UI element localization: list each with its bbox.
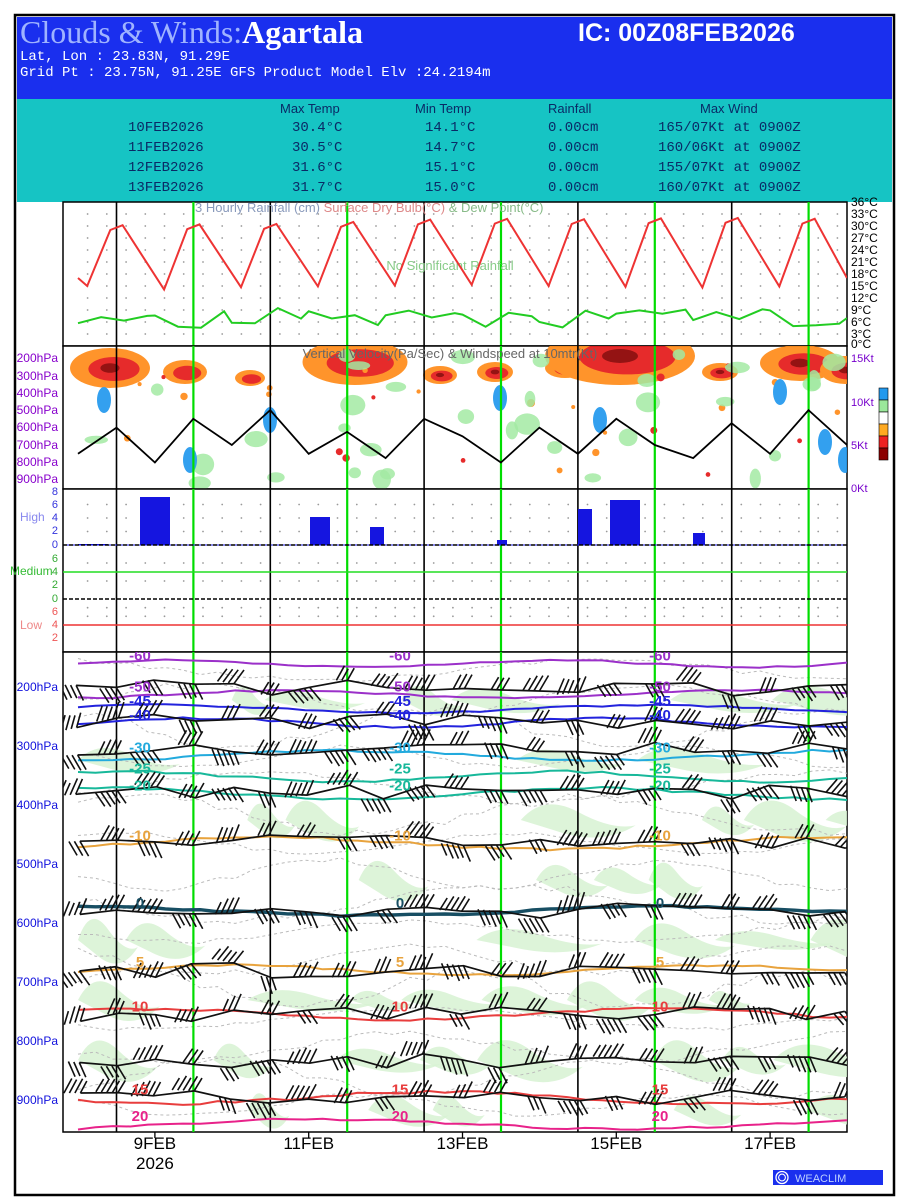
svg-text:30.4°C: 30.4°C (292, 120, 342, 136)
svg-text:Min Temp: Min Temp (415, 101, 471, 116)
svg-text:900hPa: 900hPa (17, 472, 59, 486)
svg-text:8: 8 (52, 486, 58, 498)
svg-text:0.00cm: 0.00cm (548, 140, 598, 156)
svg-text:500hPa: 500hPa (17, 857, 59, 871)
svg-text:2: 2 (52, 525, 58, 537)
svg-text:0: 0 (656, 895, 664, 912)
svg-text:WEACLIM: WEACLIM (795, 1173, 846, 1185)
svg-text:Grid Pt : 23.75N, 91.25E: Grid Pt : 23.75N, 91.25E GFS Product Mod… (20, 65, 490, 81)
svg-text:14.7°C: 14.7°C (425, 140, 475, 156)
svg-text:No Significant Rainfall: No Significant Rainfall (386, 258, 513, 273)
svg-text:Medium: Medium (10, 564, 53, 578)
svg-text:155/07Kt at 0900Z: 155/07Kt at 0900Z (658, 160, 801, 176)
svg-text:Max Wind: Max Wind (700, 101, 758, 116)
svg-text:500hPa: 500hPa (17, 403, 59, 417)
svg-text:31.6°C: 31.6°C (292, 160, 342, 176)
svg-text:-25: -25 (129, 761, 151, 778)
svg-text:200hPa: 200hPa (17, 351, 59, 365)
svg-text:15Kt: 15Kt (851, 353, 874, 365)
svg-text:2: 2 (52, 632, 58, 644)
svg-text:10FEB2026: 10FEB2026 (128, 120, 204, 136)
svg-text:2026: 2026 (136, 1154, 174, 1173)
svg-text:20: 20 (652, 1108, 669, 1125)
svg-text:300hPa: 300hPa (17, 739, 59, 753)
svg-text:4: 4 (52, 619, 58, 631)
svg-text:20: 20 (392, 1108, 409, 1125)
svg-text:3 Hourly Rainfall (cm) Surface: 3 Hourly Rainfall (cm) Surface Dry Bulb(… (195, 200, 544, 215)
svg-text:0.00cm: 0.00cm (548, 120, 598, 136)
svg-text:15.1°C: 15.1°C (425, 160, 475, 176)
svg-text:10: 10 (132, 998, 149, 1015)
svg-text:600hPa: 600hPa (17, 420, 59, 434)
svg-text:31.7°C: 31.7°C (292, 180, 342, 196)
svg-text:0: 0 (52, 593, 58, 605)
svg-text:-20: -20 (389, 778, 411, 795)
svg-text:IC: 00Z08FEB2026: IC: 00Z08FEB2026 (578, 19, 795, 47)
svg-text:15: 15 (392, 1082, 409, 1099)
svg-text:13FEB2026: 13FEB2026 (128, 180, 204, 196)
svg-text:5Kt: 5Kt (851, 440, 868, 452)
svg-text:160/07Kt at 0900Z: 160/07Kt at 0900Z (658, 180, 801, 196)
svg-text:20: 20 (132, 1108, 149, 1125)
svg-text:800hPa: 800hPa (17, 455, 59, 469)
svg-text:14.1°C: 14.1°C (425, 120, 475, 136)
svg-text:Rainfall: Rainfall (548, 101, 591, 116)
svg-text:6: 6 (52, 499, 58, 511)
svg-text:High: High (20, 510, 45, 524)
svg-text:5: 5 (396, 954, 404, 971)
svg-text:700hPa: 700hPa (17, 975, 59, 989)
svg-text:900hPa: 900hPa (17, 1093, 59, 1107)
svg-text:0.00cm: 0.00cm (548, 180, 598, 196)
svg-text:4: 4 (52, 512, 58, 524)
svg-text:-30: -30 (129, 740, 151, 757)
svg-text:4: 4 (52, 566, 58, 578)
svg-text:Max Temp: Max Temp (280, 101, 340, 116)
svg-text:0.00cm: 0.00cm (548, 160, 598, 176)
svg-text:5: 5 (656, 954, 664, 971)
svg-text:700hPa: 700hPa (17, 438, 59, 452)
svg-text:10Kt: 10Kt (851, 397, 874, 409)
svg-text:-30: -30 (649, 740, 671, 757)
svg-text:11FEB2026: 11FEB2026 (128, 140, 204, 156)
svg-text:165/07Kt at 0900Z: 165/07Kt at 0900Z (658, 120, 801, 136)
svg-text:600hPa: 600hPa (17, 916, 59, 930)
svg-text:800hPa: 800hPa (17, 1034, 59, 1048)
svg-text:Clouds & Winds:Agartala: Clouds & Winds:Agartala (20, 14, 363, 50)
svg-text:12FEB2026: 12FEB2026 (128, 160, 204, 176)
svg-text:Vertical Velocity(Pa/Sec) & Wi: Vertical Velocity(Pa/Sec) & Windspeed at… (303, 346, 598, 361)
svg-text:-40: -40 (389, 707, 411, 724)
svg-text:-30: -30 (389, 740, 411, 757)
svg-text:0Kt: 0Kt (851, 483, 868, 495)
svg-text:15.0°C: 15.0°C (425, 180, 475, 196)
svg-text:-40: -40 (129, 707, 151, 724)
svg-text:Lat, Lon : 23.83N, 91.29E: Lat, Lon : 23.83N, 91.29E (20, 49, 230, 65)
svg-text:15: 15 (132, 1082, 149, 1099)
svg-text:5: 5 (136, 954, 144, 971)
svg-text:0: 0 (52, 539, 58, 551)
svg-text:-40: -40 (649, 707, 671, 724)
svg-text:6: 6 (52, 553, 58, 565)
svg-text:10: 10 (392, 998, 409, 1015)
svg-text:15: 15 (652, 1082, 669, 1099)
svg-text:10: 10 (652, 998, 669, 1015)
svg-text:-10: -10 (389, 827, 411, 844)
svg-text:300hPa: 300hPa (17, 369, 59, 383)
svg-text:2: 2 (52, 579, 58, 591)
svg-text:400hPa: 400hPa (17, 798, 59, 812)
svg-text:-20: -20 (129, 778, 151, 795)
svg-text:-10: -10 (649, 827, 671, 844)
svg-text:-25: -25 (389, 761, 411, 778)
svg-text:Low: Low (20, 618, 42, 632)
svg-text:6: 6 (52, 606, 58, 618)
svg-text:30.5°C: 30.5°C (292, 140, 342, 156)
svg-text:-20: -20 (649, 778, 671, 795)
svg-text:-10: -10 (129, 827, 151, 844)
svg-text:160/06Kt at 0900Z: 160/06Kt at 0900Z (658, 140, 801, 156)
svg-text:0°C: 0°C (851, 337, 871, 351)
svg-text:0: 0 (396, 895, 404, 912)
svg-text:200hPa: 200hPa (17, 680, 59, 694)
svg-text:-25: -25 (649, 761, 671, 778)
svg-text:400hPa: 400hPa (17, 386, 59, 400)
svg-text:0: 0 (136, 895, 144, 912)
